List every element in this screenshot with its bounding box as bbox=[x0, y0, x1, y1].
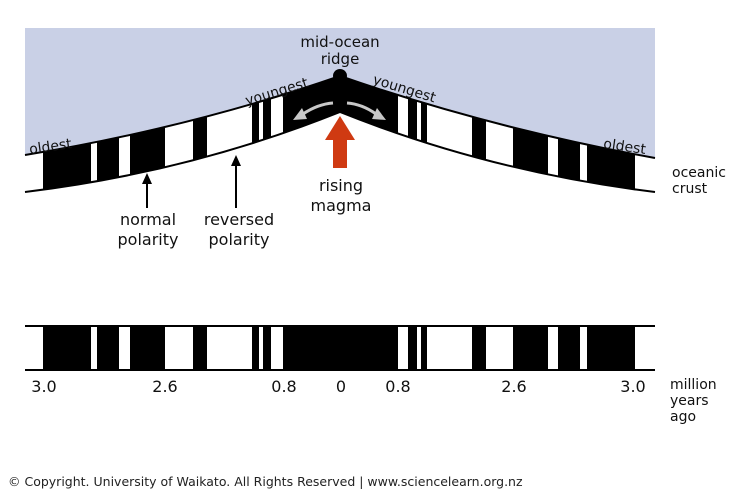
spreading-right-arrow bbox=[346, 101, 377, 116]
timescale-stripe bbox=[587, 326, 635, 370]
oldest-right-label: oldest bbox=[602, 136, 647, 158]
normal-polarity-label-line1: normal bbox=[120, 210, 176, 229]
scale-tick-label: 3.0 bbox=[31, 377, 56, 396]
reversed-polarity-label-line2: polarity bbox=[209, 230, 270, 249]
timescale-stripe bbox=[283, 326, 398, 370]
rising-magma-label-line2: magma bbox=[311, 196, 372, 215]
normal-polarity-label-line2: polarity bbox=[118, 230, 179, 249]
ridge-crest-dot bbox=[333, 69, 347, 83]
spreading-left-arrow bbox=[302, 101, 334, 116]
scale-tick-label: 2.6 bbox=[501, 377, 526, 396]
reversed-polarity-label-line1: reversed bbox=[204, 210, 274, 229]
copyright-notice: © Copyright. University of Waikato. All … bbox=[8, 474, 523, 489]
normal-polarity-pointer-head bbox=[142, 173, 152, 184]
timescale-stripe bbox=[421, 326, 427, 370]
scale-tick-label: 0.8 bbox=[385, 377, 410, 396]
scale-tick-label: 2.6 bbox=[152, 377, 177, 396]
timescale-stripe bbox=[193, 326, 207, 370]
myr-label-line2: years bbox=[670, 393, 709, 409]
timescale-stripe bbox=[408, 326, 417, 370]
ridge-label-line2: ridge bbox=[321, 50, 360, 68]
reversed-polarity-pointer-head bbox=[231, 155, 241, 166]
oceanic-crust-label-line2: crust bbox=[672, 181, 708, 197]
scale-tick-label: 0.8 bbox=[271, 377, 296, 396]
timescale-stripe bbox=[263, 326, 271, 370]
scale-tick-label: 0 bbox=[336, 377, 346, 396]
crust-stripe bbox=[421, 76, 427, 190]
timescale-stripe bbox=[130, 326, 165, 370]
timescale-stripe bbox=[472, 326, 486, 370]
timescale-stripe bbox=[43, 326, 91, 370]
spreading-left-arrowhead bbox=[293, 108, 307, 120]
myr-label-line3: ago bbox=[670, 409, 696, 425]
timescale-stripe bbox=[252, 326, 259, 370]
myr-label-line1: million bbox=[670, 377, 717, 393]
ocean-water bbox=[25, 28, 655, 158]
crust-stripe bbox=[252, 76, 259, 190]
crust-bottom-edge bbox=[24, 110, 656, 193]
oldest-left-label: oldest bbox=[28, 136, 73, 158]
crust-stripe bbox=[263, 76, 271, 190]
magnetic-timescale-band bbox=[43, 326, 635, 370]
timescale-stripe bbox=[513, 326, 548, 370]
spreading-right-arrowhead bbox=[372, 108, 386, 120]
timescale-stripe bbox=[97, 326, 119, 370]
oceanic-crust-label-line1: oceanic bbox=[672, 165, 726, 181]
ridge-label-line1: mid-ocean bbox=[300, 33, 379, 51]
scale-tick-label: 3.0 bbox=[620, 377, 645, 396]
timescale-stripe bbox=[558, 326, 580, 370]
crust-stripe bbox=[408, 76, 417, 190]
rising-magma-label-line1: rising bbox=[319, 176, 363, 195]
rising-magma-arrow bbox=[325, 116, 355, 168]
